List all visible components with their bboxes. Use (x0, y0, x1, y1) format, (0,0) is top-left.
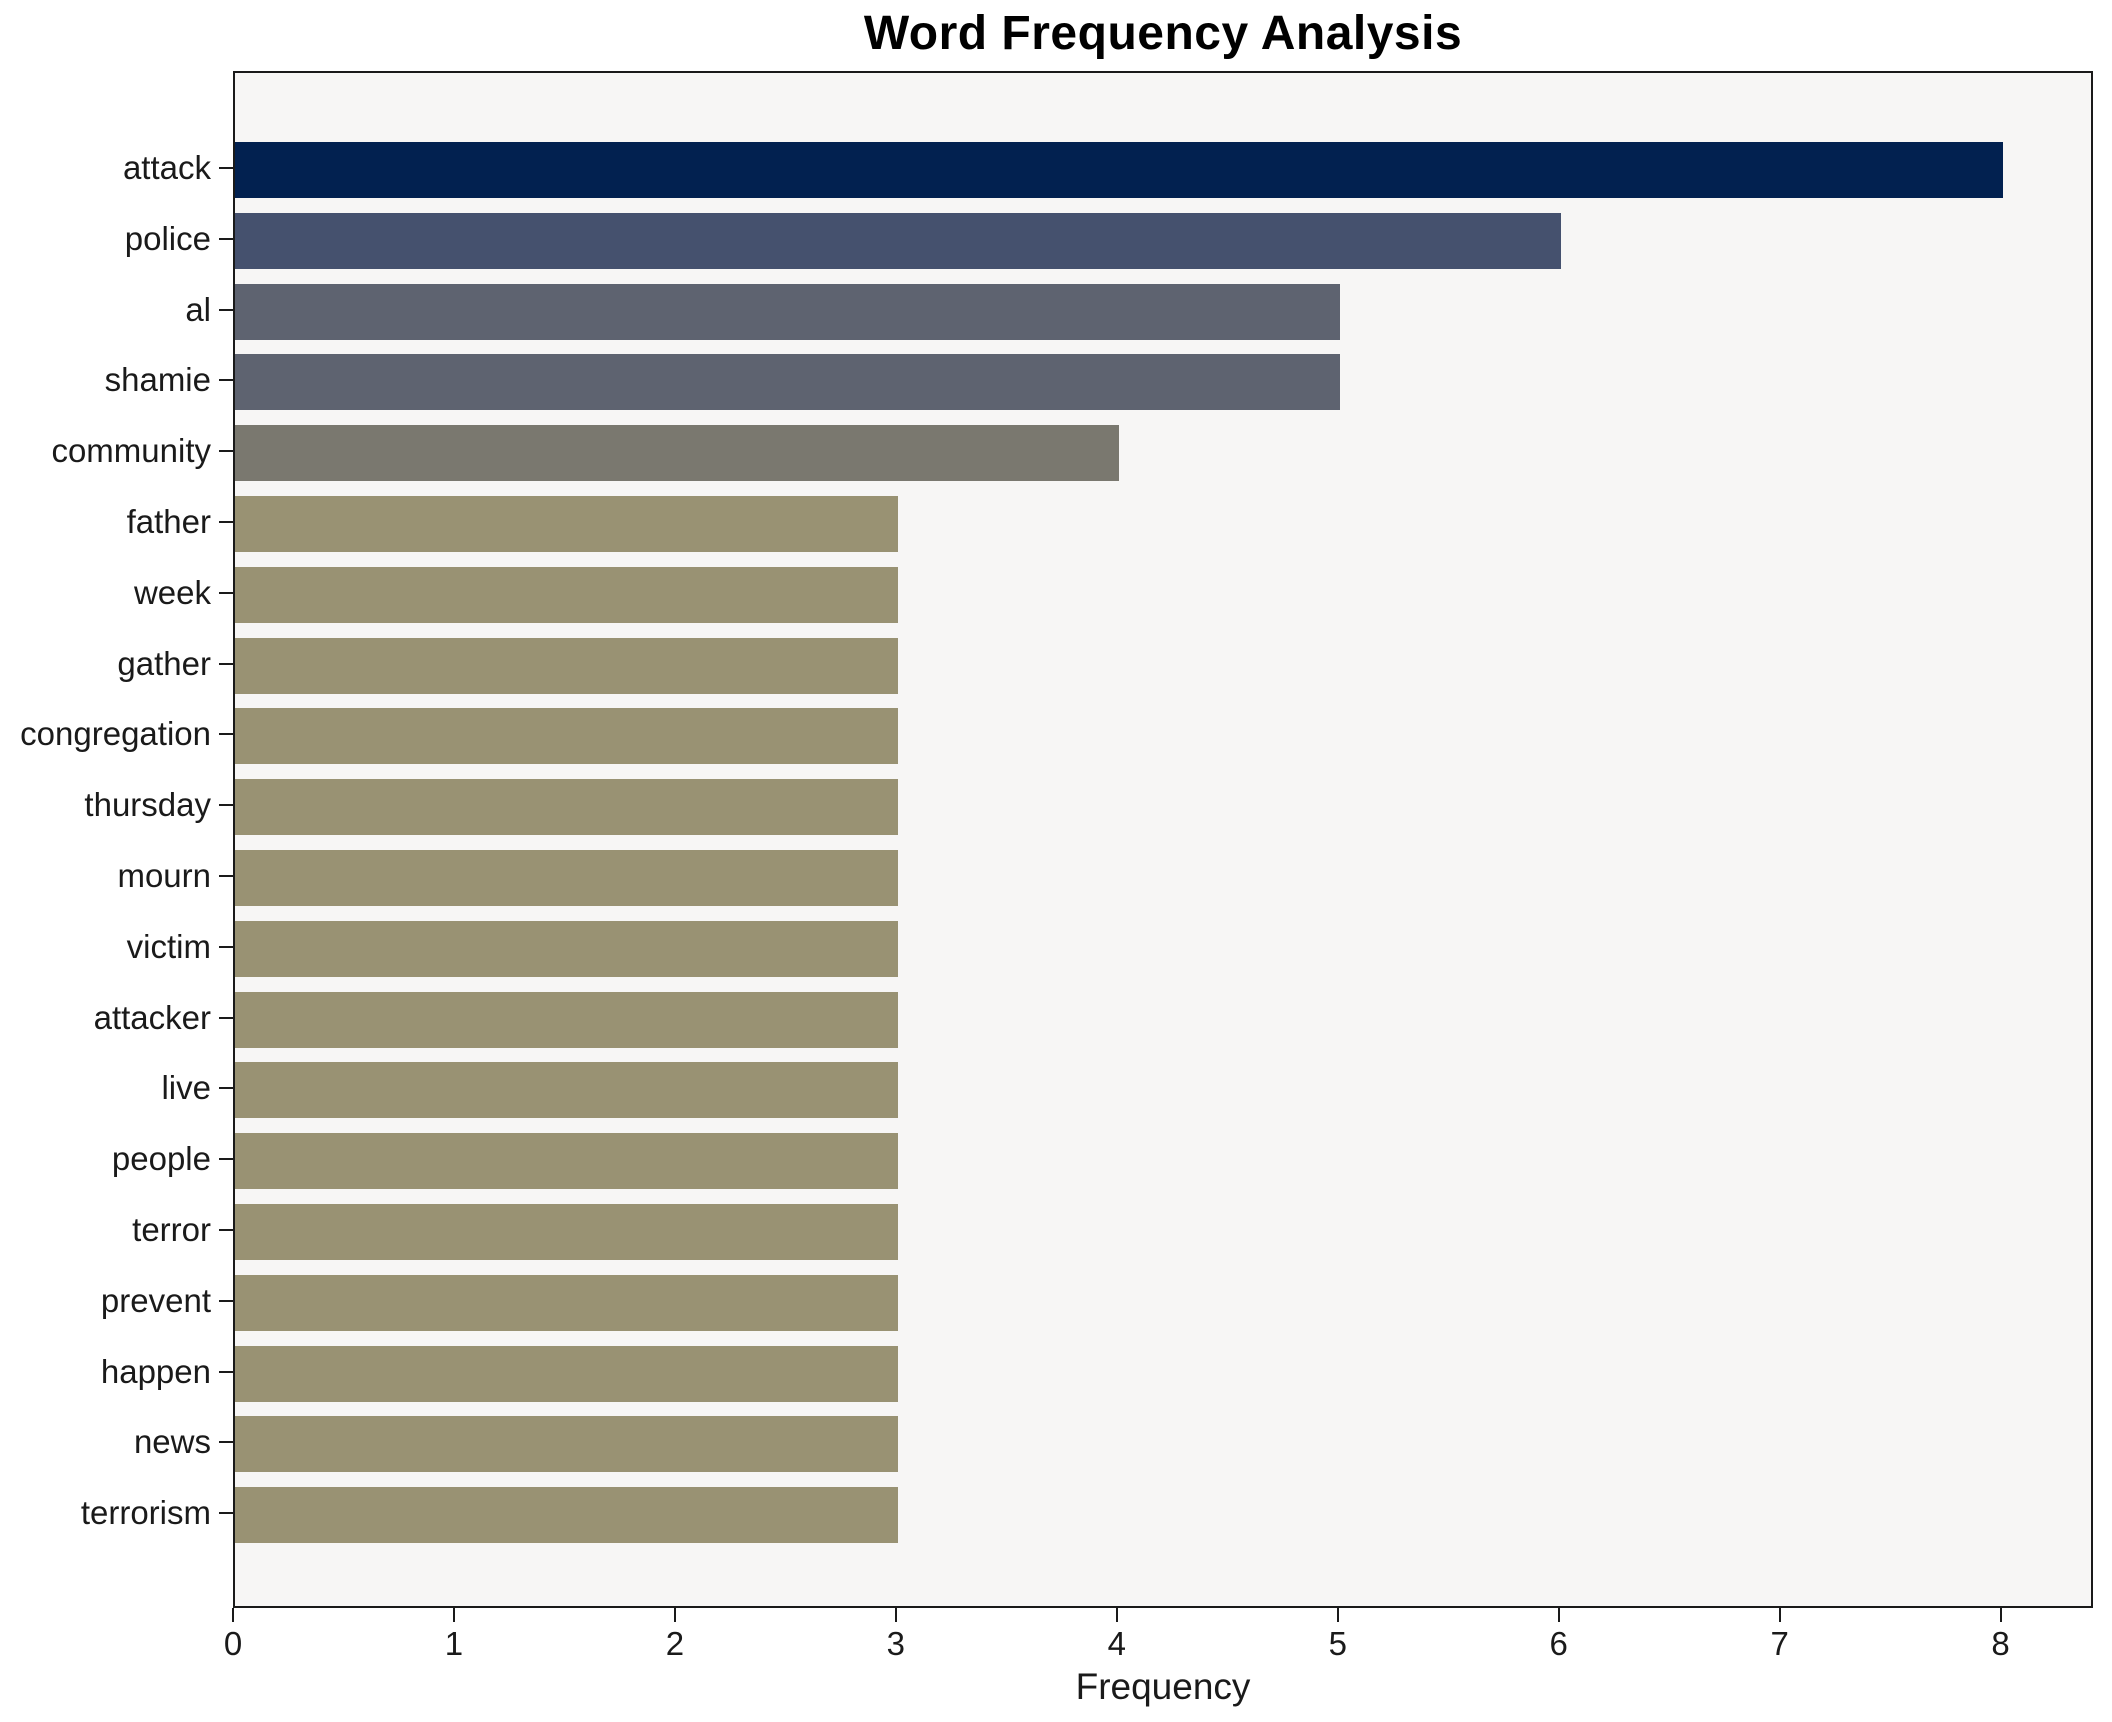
chart-title: Word Frequency Analysis (863, 7, 1463, 60)
bar-happen (235, 1345, 898, 1402)
y-tick-label-terrorism: terrorism (80, 1494, 211, 1532)
y-tick-victim (219, 945, 233, 948)
bar-attacker (235, 991, 898, 1048)
bar-police (235, 212, 1561, 269)
y-tick-thursday (219, 804, 233, 807)
bar-community (235, 425, 1119, 482)
bar-gather (235, 637, 898, 694)
y-tick-label-community: community (51, 432, 211, 470)
bar-attack (235, 142, 2003, 198)
bar-terror (235, 1204, 898, 1260)
plot-area (233, 71, 2093, 1608)
y-tick-label-victim: victim (126, 927, 211, 965)
y-tick-label-people: people (111, 1140, 211, 1178)
y-tick-attack (219, 167, 233, 169)
x-tick-label-4: 4 (1107, 1625, 1126, 1662)
y-tick-congregation (219, 733, 233, 736)
y-tick-week (219, 591, 233, 594)
x-tick-label-6: 6 (1549, 1625, 1568, 1662)
y-tick-terror (219, 1229, 233, 1231)
y-tick-label-news: news (133, 1423, 211, 1461)
bar-father (235, 496, 898, 552)
y-tick-mourn (219, 875, 233, 877)
x-tick-label-3: 3 (886, 1625, 906, 1662)
y-tick-label-gather: gather (117, 644, 211, 682)
y-tick-gather (219, 662, 233, 665)
y-tick-attacker (219, 1016, 233, 1019)
bar-live (235, 1062, 898, 1119)
bar-shamie (235, 354, 1340, 411)
y-tick-label-al: al (185, 290, 211, 328)
y-tick-label-attacker: attacker (93, 998, 211, 1036)
y-tick-label-prevent: prevent (100, 1281, 211, 1319)
bar-victim (235, 920, 898, 977)
bar-week (235, 566, 898, 623)
bar-news (235, 1416, 898, 1473)
bar-al (235, 283, 1340, 340)
x-tick-5 (1336, 1608, 1339, 1622)
bar-prevent (235, 1274, 898, 1331)
y-tick-label-shamie: shamie (104, 361, 211, 399)
y-tick-live (219, 1087, 233, 1090)
y-tick-people (219, 1158, 233, 1161)
y-tick-label-terror: terror (132, 1211, 211, 1248)
y-tick-prevent (219, 1299, 233, 1302)
x-tick-label-0: 0 (223, 1625, 243, 1662)
y-tick-terrorism (219, 1512, 233, 1515)
x-tick-label-1: 1 (444, 1625, 464, 1662)
x-tick-4 (1115, 1608, 1118, 1622)
x-tick-3 (894, 1608, 897, 1622)
x-tick-6 (1557, 1608, 1560, 1622)
y-tick-label-father: father (126, 503, 211, 540)
y-tick-al (219, 308, 233, 311)
x-tick-label-8: 8 (1991, 1625, 2010, 1662)
x-tick-label-7: 7 (1770, 1625, 1789, 1662)
x-tick-8 (1999, 1608, 2002, 1622)
y-tick-label-police: police (124, 219, 211, 257)
y-tick-label-thursday: thursday (84, 786, 211, 824)
y-tick-news (219, 1441, 233, 1444)
x-tick-0 (232, 1608, 234, 1622)
x-tick-7 (1778, 1608, 1781, 1622)
y-tick-label-mourn: mourn (117, 857, 211, 894)
bar-mourn (235, 850, 898, 906)
x-tick-label-5: 5 (1328, 1625, 1347, 1662)
bar-thursday (235, 779, 898, 836)
x-tick-label-2: 2 (665, 1625, 685, 1662)
x-axis-label: Frequency (1075, 1666, 1251, 1707)
y-tick-label-live: live (161, 1069, 211, 1107)
y-tick-label-week: week (133, 573, 211, 611)
bar-people (235, 1133, 898, 1190)
y-tick-happen (219, 1370, 233, 1373)
y-tick-father (219, 521, 233, 523)
bar-terrorism (235, 1487, 898, 1544)
y-tick-police (219, 237, 233, 240)
y-tick-shamie (219, 379, 233, 382)
y-tick-label-congregation: congregation (20, 715, 211, 753)
y-tick-label-happen: happen (100, 1352, 211, 1390)
y-tick-label-attack: attack (122, 149, 211, 186)
x-tick-1 (452, 1608, 455, 1622)
bar-congregation (235, 708, 898, 765)
y-tick-community (219, 450, 233, 453)
x-tick-2 (673, 1608, 676, 1622)
